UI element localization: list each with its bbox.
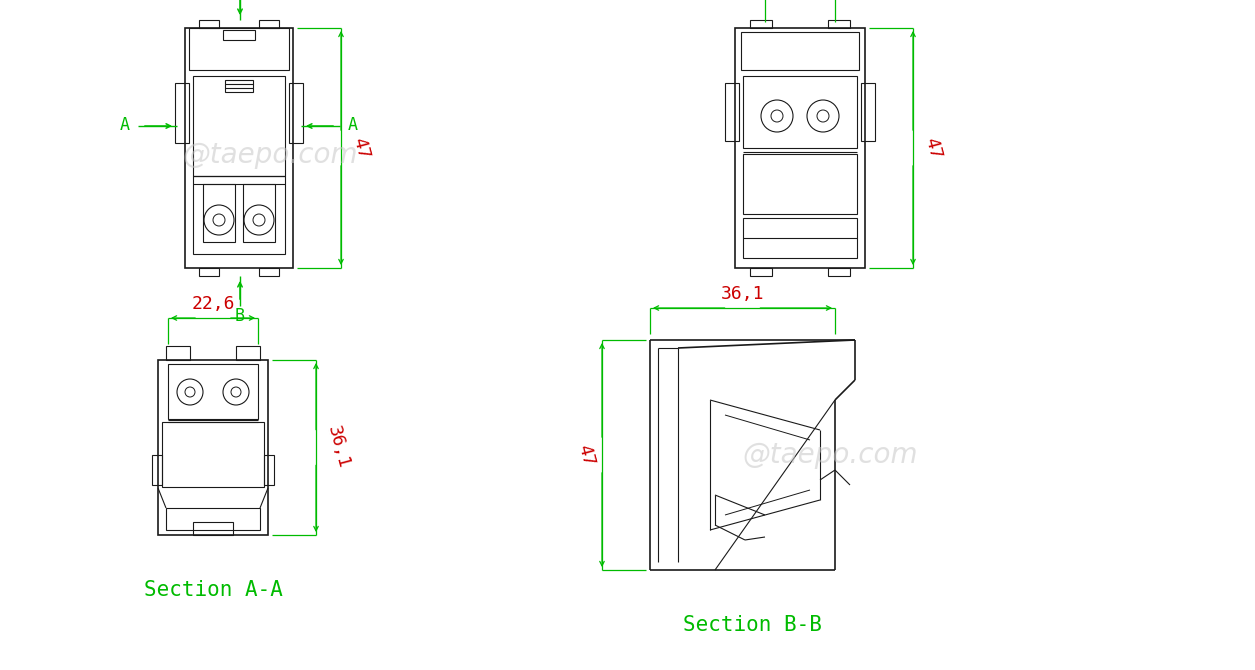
Bar xyxy=(259,268,279,276)
Bar xyxy=(193,176,285,254)
Bar xyxy=(166,346,190,360)
Bar xyxy=(828,20,850,28)
Text: 47: 47 xyxy=(349,135,371,161)
Bar xyxy=(289,83,302,143)
Bar xyxy=(743,154,857,214)
Bar xyxy=(184,28,292,268)
Bar xyxy=(203,184,235,242)
Text: A: A xyxy=(120,116,131,134)
Bar xyxy=(200,20,220,28)
Bar xyxy=(162,422,264,487)
Bar xyxy=(158,360,269,535)
Bar xyxy=(193,76,285,176)
Bar xyxy=(200,268,220,276)
Bar xyxy=(735,28,865,268)
Bar xyxy=(243,184,275,242)
Text: 22,6: 22,6 xyxy=(191,295,235,313)
Bar xyxy=(166,508,260,530)
Bar xyxy=(750,268,772,276)
Text: Section A-A: Section A-A xyxy=(143,580,282,600)
Text: 47: 47 xyxy=(921,135,944,161)
Bar xyxy=(223,30,255,40)
Bar xyxy=(861,83,875,141)
Bar xyxy=(174,83,190,143)
Text: @taepo.com: @taepo.com xyxy=(742,441,917,469)
Bar xyxy=(190,28,289,70)
Bar xyxy=(740,32,858,70)
Text: @taepo.com: @taepo.com xyxy=(182,141,358,169)
Bar xyxy=(743,76,857,148)
Bar xyxy=(743,218,857,258)
Text: 36,1: 36,1 xyxy=(720,285,764,303)
Text: 36,1: 36,1 xyxy=(324,424,353,471)
Bar xyxy=(193,522,233,535)
Text: 47: 47 xyxy=(574,442,597,468)
Bar xyxy=(264,455,274,485)
Bar xyxy=(725,83,739,141)
Bar xyxy=(225,80,254,92)
Bar xyxy=(259,20,279,28)
Bar xyxy=(168,364,259,419)
Text: A: A xyxy=(348,116,358,134)
Bar xyxy=(828,268,850,276)
Bar xyxy=(236,346,260,360)
Bar xyxy=(750,20,772,28)
Bar xyxy=(152,455,162,485)
Text: B: B xyxy=(235,307,245,325)
Text: Section B-B: Section B-B xyxy=(683,615,822,635)
